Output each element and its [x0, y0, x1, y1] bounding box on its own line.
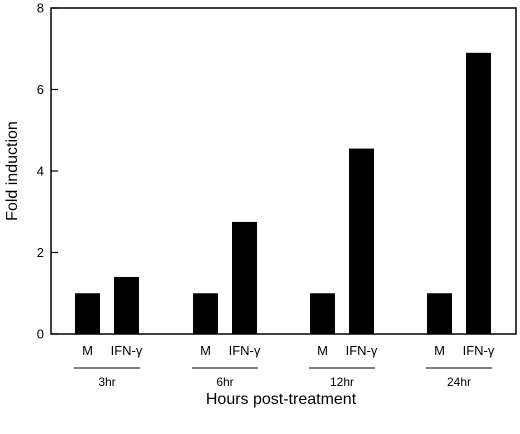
bar: [427, 293, 452, 334]
x-axis-title: Hours post-treatment: [206, 391, 357, 408]
bar-category-label: M: [82, 343, 93, 358]
bar-category-label: M: [200, 343, 211, 358]
group-label: 3hr: [98, 375, 115, 389]
bars: [75, 52, 491, 334]
bar-category-label: IFN-γ: [463, 343, 495, 358]
y-axis-title: Fold induction: [4, 121, 21, 221]
bar: [193, 293, 218, 334]
bar: [114, 276, 139, 334]
y-tick-label: 6: [37, 82, 44, 97]
bar: [75, 293, 100, 334]
y-tick-label: 0: [37, 327, 44, 342]
bar: [466, 52, 491, 334]
bar: [310, 293, 335, 334]
group-label: 12hr: [330, 375, 354, 389]
bar-category-label: M: [434, 343, 445, 358]
y-axis: 0 2 4 6 8: [37, 1, 58, 342]
group-label: 6hr: [216, 375, 233, 389]
bar: [232, 221, 257, 334]
bar-category-label: M: [317, 343, 328, 358]
bar-category-label: IFN-γ: [229, 343, 261, 358]
y-tick-label: 4: [37, 164, 44, 179]
bar-category-label: IFN-γ: [346, 343, 378, 358]
bar: [349, 148, 374, 334]
y-tick-label: 2: [37, 245, 44, 260]
group-label: 24hr: [447, 375, 471, 389]
bar-category-label: IFN-γ: [111, 343, 143, 358]
y-tick-label: 8: [37, 1, 44, 16]
group-labels: 3hr 6hr 12hr 24hr: [74, 367, 492, 389]
category-labels: M IFN-γ M IFN-γ M IFN-γ M IFN-γ: [82, 343, 495, 358]
